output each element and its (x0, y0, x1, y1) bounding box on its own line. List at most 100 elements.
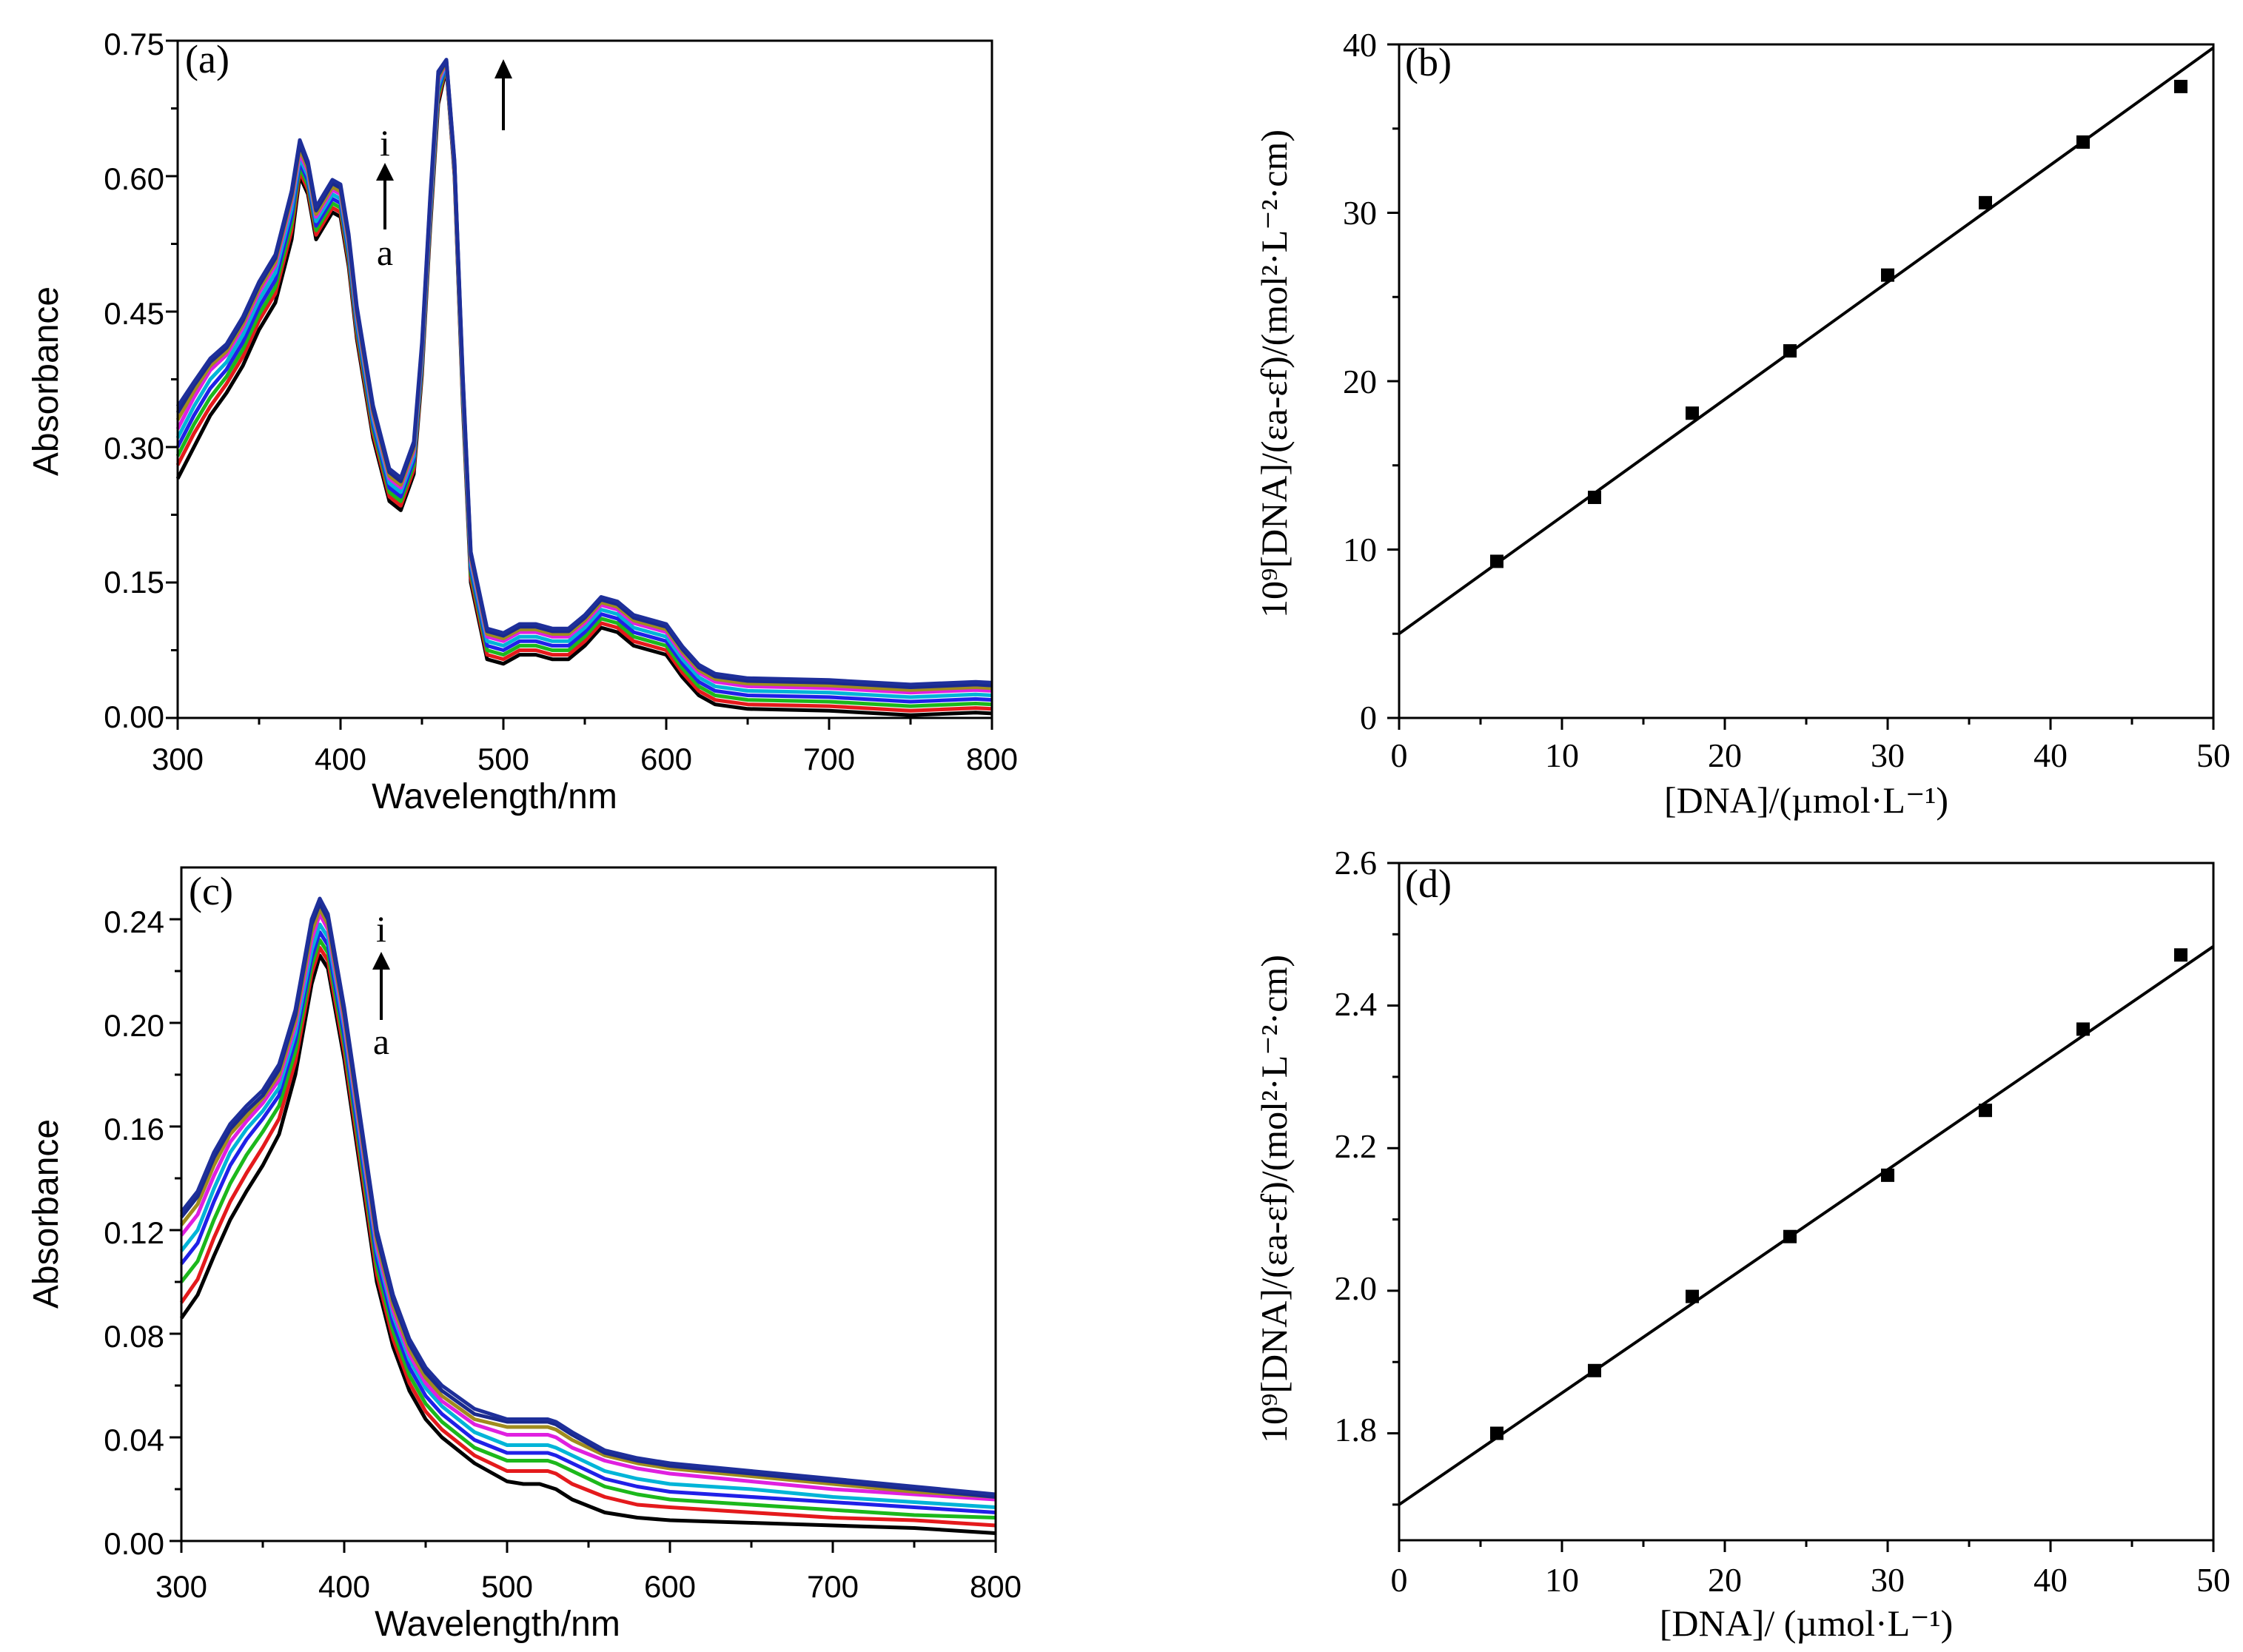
panel-c-ytick-label: 0.16 (104, 1112, 164, 1146)
panel-d-series (1398, 945, 2215, 1506)
panel-a-xlabel: Wavelength/nm (372, 777, 617, 816)
panel-d-ytick-label: 2.4 (1335, 985, 1378, 1023)
panel-c-series-line-9 (180, 896, 996, 1497)
panel-d-ylabel: 10⁹[DNA]/(εa-εf)/(mol²·L⁻²·cm) (1253, 955, 1295, 1443)
panel-b-data-point (1979, 195, 1992, 209)
panel-a-ytick-label: 0.00 (104, 699, 164, 734)
panel-d-data-point (1979, 1104, 1992, 1118)
panel-d-label: (d) (1405, 862, 1452, 906)
panel-a-anno-top: i (380, 122, 390, 164)
panel-c-series (179, 896, 996, 1535)
panel-b-data-point (2076, 135, 2090, 149)
panel-b-ytick-label: 20 (1343, 363, 1377, 400)
panel-d-fit-line (1398, 945, 2215, 1506)
panel-a-xtick-label: 600 (640, 742, 692, 776)
panel-c-series-line-2 (179, 946, 996, 1528)
panel-b-fit-line (1398, 46, 2215, 635)
panel-b-series (1398, 46, 2215, 635)
panel-d-data-point (2174, 948, 2187, 962)
panel-a-ytick-label: 0.60 (104, 161, 164, 196)
panel-b-data-point (1686, 406, 1699, 420)
panel-b-data-point (1490, 554, 1503, 568)
panel-a-xtick-label: 800 (966, 742, 1018, 776)
panel-c-ticks: 0.00 0.04 0.08 0.12 0.16 0.20 0.24 300 4… (104, 904, 1022, 1604)
panel-c-anno-top: i (376, 908, 386, 950)
panel-c-ytick-label: 0.00 (104, 1526, 164, 1561)
panel-a-ylabel: Absorbance (27, 286, 66, 476)
panel-d-xtick-label: 0 (1391, 1561, 1408, 1599)
panel-c-xlabel: Wavelength/nm (375, 1605, 620, 1644)
panel-d-frame (1398, 862, 2215, 1542)
panel-a-arrow-head (494, 59, 512, 78)
panel-b-xtick-label: 20 (1708, 736, 1742, 774)
panel-c-ytick-label: 0.04 (104, 1423, 164, 1457)
panel-b-xtick-label: 10 (1545, 736, 1579, 774)
panel-a: 0.00 0.15 0.30 0.45 0.60 0.75 300 400 50… (27, 27, 1018, 816)
panel-b-data-point (1588, 490, 1601, 504)
panel-d-data-point (1881, 1168, 1894, 1182)
panel-d-xtick-label: 30 (1871, 1561, 1905, 1599)
panel-d-ytick-label: 2.2 (1335, 1127, 1378, 1165)
panel-c-xtick-label: 400 (318, 1569, 370, 1604)
panel-b: 0 10 20 30 40 0 10 20 30 40 50 [DNA]/(µm… (1253, 26, 2230, 821)
panel-d-data-point (2076, 1022, 2090, 1036)
panel-a-anno-arrow-head (376, 163, 394, 181)
panel-a-series-line-8 (175, 58, 993, 689)
panel-a-ytick-label: 0.15 (104, 565, 164, 600)
panel-a-ticks: 0.00 0.15 0.30 0.45 0.60 0.75 300 400 50… (104, 27, 1018, 776)
panel-a-series-line-9 (175, 58, 993, 687)
panel-a-xtick-label: 700 (803, 742, 855, 776)
panel-a-ytick-label: 0.75 (104, 27, 164, 61)
panel-b-label: (b) (1405, 40, 1452, 84)
panel-b-frame (1398, 43, 2215, 719)
panel-d-xtick-label: 40 (2034, 1561, 2068, 1599)
panel-d-xtick-label: 10 (1545, 1561, 1579, 1599)
panel-d-data-point (1686, 1289, 1699, 1303)
panel-c-tick-marks (170, 918, 997, 1553)
panel-c-ytick-label: 0.20 (104, 1008, 164, 1043)
panel-b-xtick-label: 50 (2196, 736, 2230, 774)
panel-c-ylabel: Absorbance (27, 1119, 66, 1309)
panel-c-xtick-label: 700 (807, 1569, 859, 1604)
panel-d-xtick-label: 50 (2196, 1561, 2230, 1599)
panel-b-ytick-label: 10 (1343, 531, 1377, 568)
panel-d-data-point (1783, 1229, 1797, 1243)
panel-b-data-point (2174, 79, 2187, 93)
panel-a-xtick-label: 400 (315, 742, 366, 776)
panel-c-xtick-label: 300 (155, 1569, 207, 1604)
panel-a-anno-bottom: a (377, 232, 393, 273)
panel-a-xtick-label: 300 (152, 742, 204, 776)
panel-a-ytick-label: 0.45 (104, 296, 164, 331)
panel-d-xtick-label: 20 (1708, 1561, 1742, 1599)
panel-b-xtick-label: 30 (1871, 736, 1905, 774)
panel-c-anno-bottom: a (373, 1021, 389, 1062)
panel-a-tick-marks (166, 39, 993, 730)
panel-c-series-line-3 (180, 938, 996, 1520)
panel-b-ytick-label: 0 (1360, 699, 1377, 736)
panel-c-series-line-4 (180, 930, 996, 1514)
panel-a-xtick-label: 500 (477, 742, 529, 776)
panel-b-ytick-label: 30 (1343, 194, 1377, 232)
panel-c-annotation: i a (372, 908, 390, 1062)
panel-d-ytick-label: 2.0 (1335, 1269, 1378, 1307)
panel-b-data-point (1881, 268, 1894, 282)
panel-c-xtick-label: 800 (970, 1569, 1022, 1604)
panel-c-xtick-label: 600 (644, 1569, 696, 1604)
panel-d-ytick-label: 1.8 (1335, 1411, 1378, 1448)
panel-d-ticks: 1.8 2.0 2.2 2.4 2.6 0 10 20 30 40 50 (1335, 844, 2231, 1599)
panel-c-series-line-1 (179, 953, 996, 1535)
panel-b-ylabel: 10⁹[DNA]/(εa-εf)/(mol²·L⁻²·cm) (1253, 130, 1295, 618)
panel-d-tick-marks (1387, 862, 2215, 1552)
panel-c-anno-arrow-head (372, 952, 390, 970)
panel-b-tick-marks (1387, 43, 2215, 730)
panel-d-data-point (1588, 1363, 1601, 1377)
panel-d: 1.8 2.0 2.2 2.4 2.6 0 10 20 30 40 50 [DN… (1253, 844, 2230, 1644)
panel-a-annotation: i a (376, 59, 512, 273)
panel-c: 0.00 0.04 0.08 0.12 0.16 0.20 0.24 300 4… (27, 866, 1022, 1644)
panel-b-xtick-label: 40 (2034, 736, 2068, 774)
panel-a-series (175, 58, 993, 717)
panel-b-xlabel: [DNA]/(µmol·L⁻¹) (1664, 779, 1948, 821)
panel-d-data-point (1490, 1426, 1503, 1440)
panel-c-ytick-label: 0.12 (104, 1215, 164, 1250)
